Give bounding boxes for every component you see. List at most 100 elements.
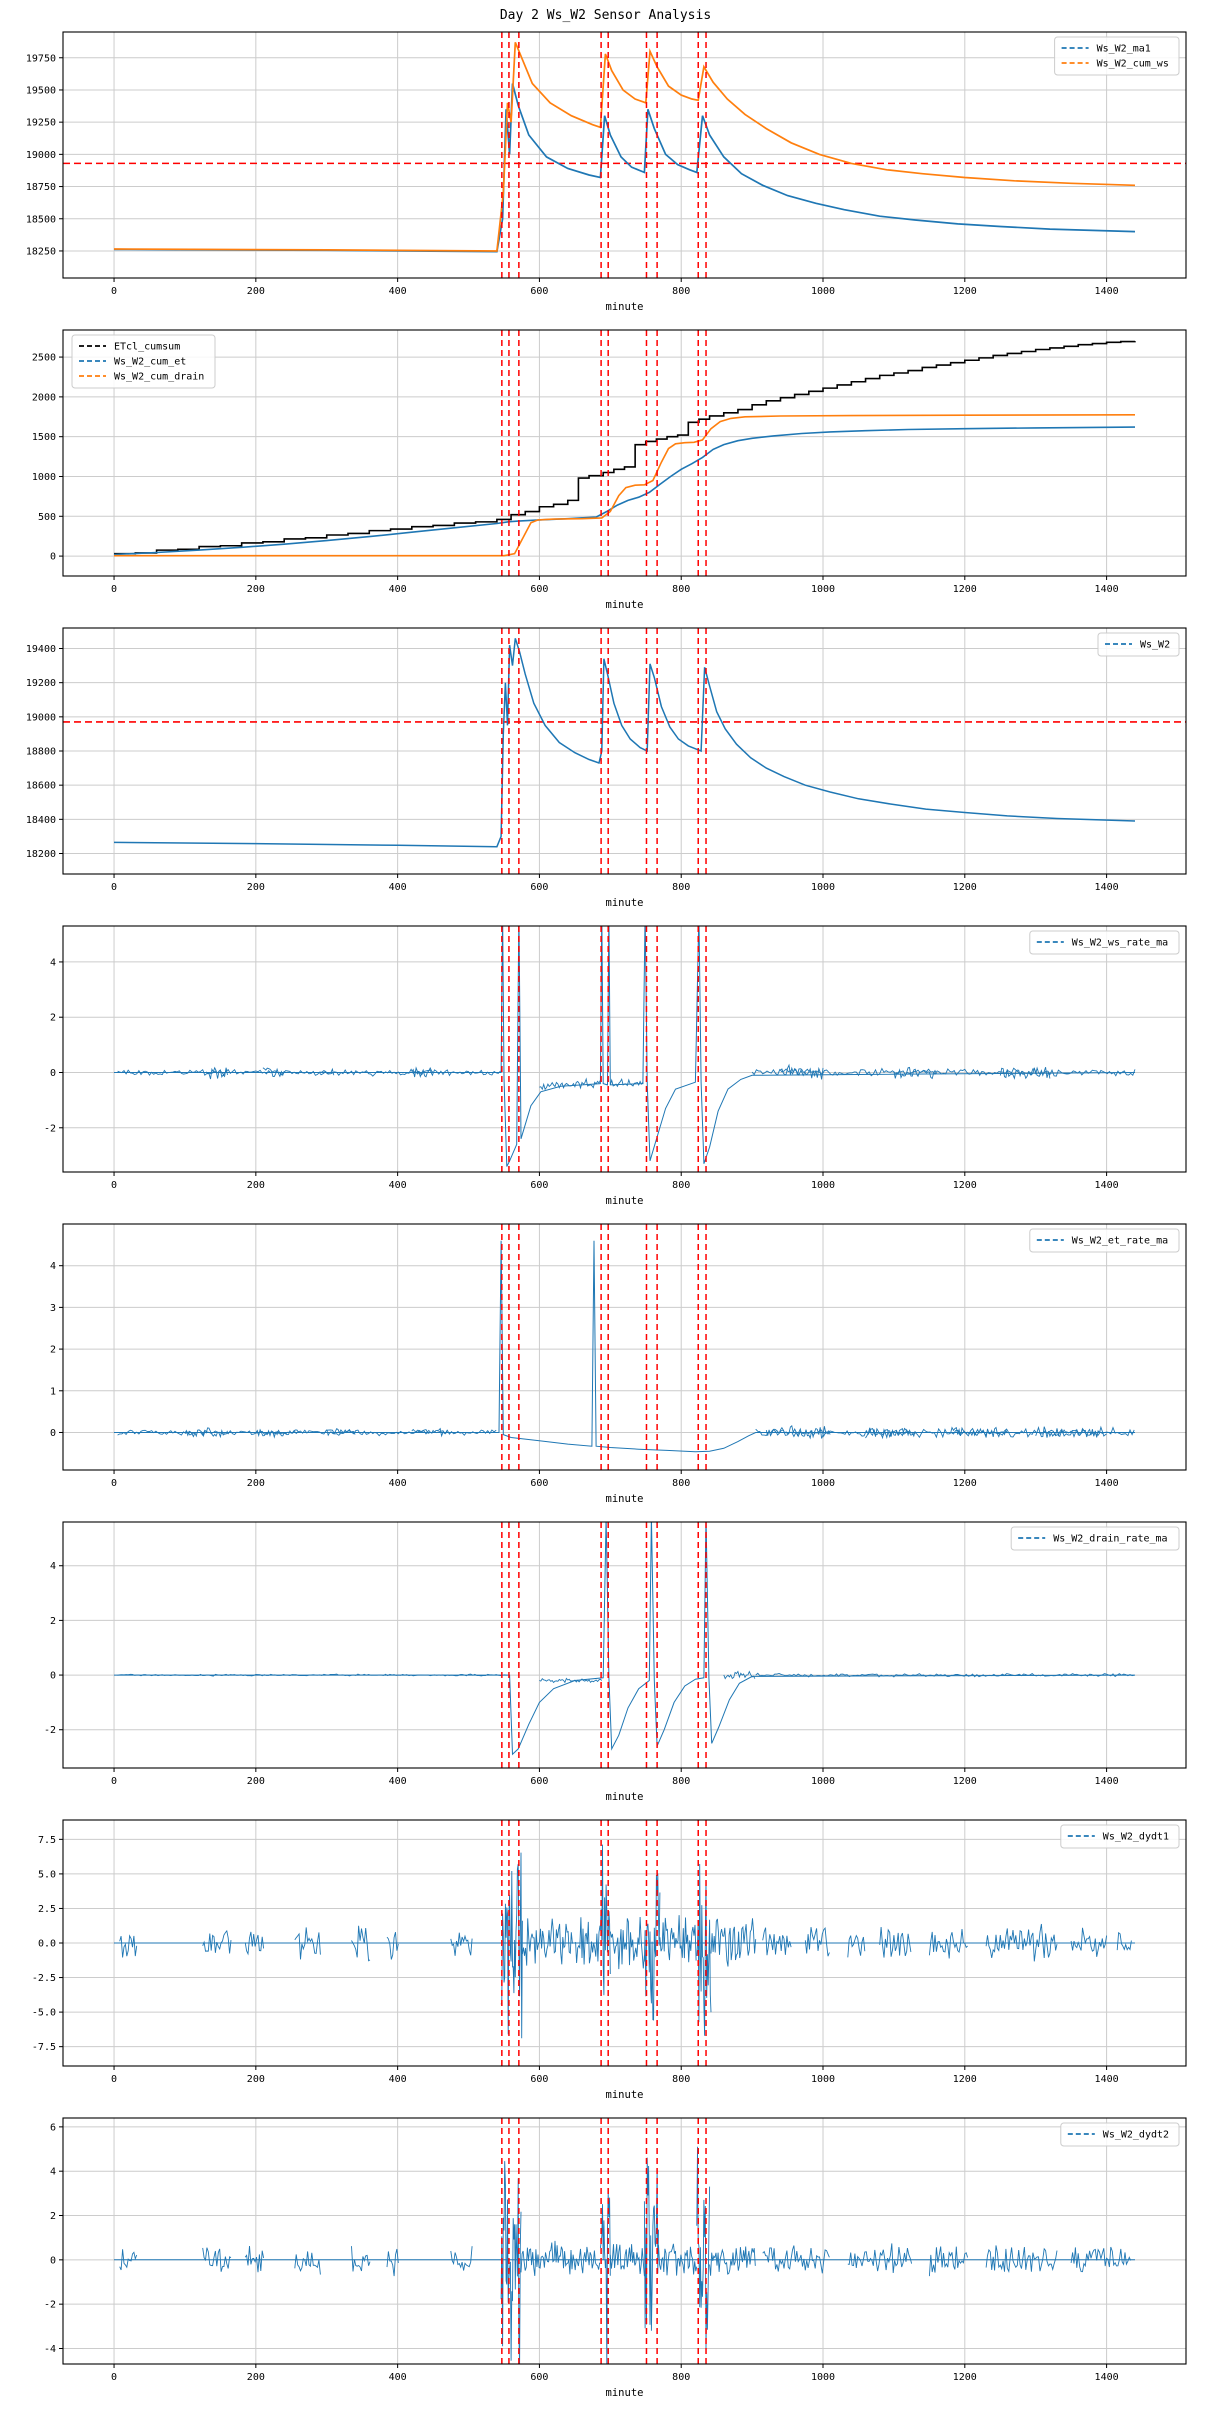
svg-text:500: 500	[38, 512, 56, 523]
svg-text:1400: 1400	[1095, 2372, 1119, 2383]
x-axis: 0 200 400 600 800 1000 1200 1400	[111, 1768, 1119, 1787]
svg-text:-2: -2	[44, 1725, 56, 1736]
figure-title: Day 2 Ws_W2 Sensor Analysis	[499, 8, 712, 23]
noise-trace	[762, 2245, 830, 2274]
noise-trace	[879, 1926, 912, 1958]
svg-text:1000: 1000	[811, 2074, 835, 2085]
noise-trace	[184, 1427, 228, 1439]
svg-text:-2: -2	[44, 1123, 56, 1134]
noise-trace	[1070, 1927, 1108, 1957]
legend-label: Ws_W2_cum_drain	[114, 372, 204, 383]
chart-panel-cumsum: 0 200 400 600 800 1000 1200 1400 minute 0 500 1000 1…	[32, 329, 1187, 611]
legend: ETcl_cumsum Ws_W2_cum_et Ws_W2_cum_drain	[71, 334, 216, 389]
chart-panel-et-rate-ma: 0 200 400 600 800 1000 1200 1400 minute 0 1 2 3 4 Ws_W…	[50, 1223, 1187, 1505]
legend-label: Ws_W2_dydt2	[1103, 2130, 1169, 2141]
svg-text:400: 400	[389, 2074, 407, 2085]
svg-text:400: 400	[389, 2372, 407, 2383]
svg-text:600: 600	[530, 286, 548, 297]
svg-text:200: 200	[247, 584, 265, 595]
y-axis: 18250 18500 18750 19000 19250 19500 19750	[26, 53, 63, 257]
svg-text:1200: 1200	[953, 1776, 977, 1787]
svg-text:600: 600	[530, 1776, 548, 1787]
x-axis-label: minute	[606, 1791, 644, 1803]
svg-text:1400: 1400	[1095, 2074, 1119, 2085]
legend-label: Ws_W2_ma1	[1097, 44, 1151, 55]
svg-text:600: 600	[530, 2372, 548, 2383]
plot-data	[113, 330, 1136, 576]
series-Ws_W2_ma1	[113, 83, 1136, 253]
legend-label: Ws_W2_dydt1	[1103, 1832, 1169, 1843]
legend: Ws_W2_ws_rate_ma	[1029, 930, 1180, 955]
noise-trace	[117, 1673, 507, 1677]
axes-frame	[62, 1521, 1187, 1769]
svg-text:2: 2	[50, 1013, 56, 1024]
svg-text:1000: 1000	[811, 1776, 835, 1787]
noise-trace	[723, 1670, 756, 1680]
svg-text:18200: 18200	[26, 849, 56, 860]
legend-label: Ws_W2	[1140, 640, 1170, 651]
noise-trace	[709, 2246, 756, 2276]
series-Ws_W2_ws_rate_ma	[114, 926, 1136, 1167]
svg-text:6: 6	[50, 2122, 56, 2133]
series-Ws_W2_drain_rate_ma	[114, 1522, 1136, 1756]
svg-text:-2: -2	[44, 2300, 56, 2311]
svg-text:4: 4	[50, 1261, 56, 1272]
noise-trace	[696, 2146, 711, 2350]
svg-text:3: 3	[50, 1303, 56, 1314]
svg-text:200: 200	[247, 2372, 265, 2383]
noise-trace	[294, 1927, 321, 1960]
x-axis: 0 200 400 600 800 1000 1200 1400	[111, 874, 1119, 893]
noise-trace	[1116, 1931, 1132, 1951]
y-axis: -7.5 -5.0 -2.5 0.0 2.5 5.0 7.5	[32, 1835, 63, 2053]
svg-text:200: 200	[247, 1478, 265, 1489]
series-Ws_W2	[113, 638, 1136, 848]
svg-text:800: 800	[672, 584, 690, 595]
noise-trace	[985, 1923, 1058, 1962]
gridlines	[63, 32, 1186, 278]
svg-text:19000: 19000	[26, 712, 56, 723]
svg-text:1400: 1400	[1095, 1180, 1119, 1191]
svg-text:400: 400	[389, 1776, 407, 1787]
noise-trace	[411, 1427, 448, 1438]
svg-text:1500: 1500	[32, 432, 56, 443]
plot-data	[114, 1820, 1135, 2066]
svg-text:1000: 1000	[811, 584, 835, 595]
svg-text:1200: 1200	[953, 584, 977, 595]
noise-trace	[780, 1063, 824, 1080]
svg-text:-4: -4	[44, 2344, 56, 2355]
noise-trace	[609, 1078, 644, 1088]
noise-trace	[351, 1925, 371, 1962]
noise-trace	[762, 1927, 792, 1956]
series-Ws_W2_et_rate_ma	[114, 1240, 1135, 1453]
noise-trace	[202, 2247, 232, 2272]
svg-text:0: 0	[50, 2255, 56, 2266]
svg-text:0: 0	[50, 1671, 56, 1682]
svg-text:0.0: 0.0	[38, 1939, 56, 1950]
series-Ws_W2_cum_ws	[113, 41, 1136, 252]
chart-panel-ws-w2: 0 200 400 600 800 1000 1200 1400 minute 18200 1840…	[26, 627, 1187, 909]
noise-trace	[202, 1929, 232, 1954]
noise-trace	[244, 1931, 265, 1956]
noise-trace	[539, 1077, 601, 1091]
noise-trace	[659, 1915, 697, 1963]
svg-text:400: 400	[389, 1180, 407, 1191]
svg-text:1400: 1400	[1095, 1478, 1119, 1489]
svg-text:18750: 18750	[26, 182, 56, 193]
svg-text:800: 800	[672, 1180, 690, 1191]
svg-text:1: 1	[50, 1386, 56, 1397]
noise-trace	[500, 2161, 522, 2364]
axes-frame	[62, 2117, 1187, 2365]
svg-text:200: 200	[247, 286, 265, 297]
noise-trace	[1070, 2246, 1132, 2273]
svg-text:800: 800	[672, 2074, 690, 2085]
axes-frame	[62, 329, 1187, 577]
noise-trace	[386, 1931, 399, 1960]
x-axis: 0 200 400 600 800 1000 1200 1400	[111, 278, 1119, 297]
noise-trace	[539, 1677, 603, 1684]
svg-text:-2.5: -2.5	[32, 1973, 56, 1984]
legend: Ws_W2_dydt1	[1060, 1824, 1180, 1849]
noise-trace	[893, 1066, 937, 1080]
svg-text:1000: 1000	[811, 882, 835, 893]
svg-text:7.5: 7.5	[38, 1835, 56, 1846]
svg-text:200: 200	[247, 1180, 265, 1191]
